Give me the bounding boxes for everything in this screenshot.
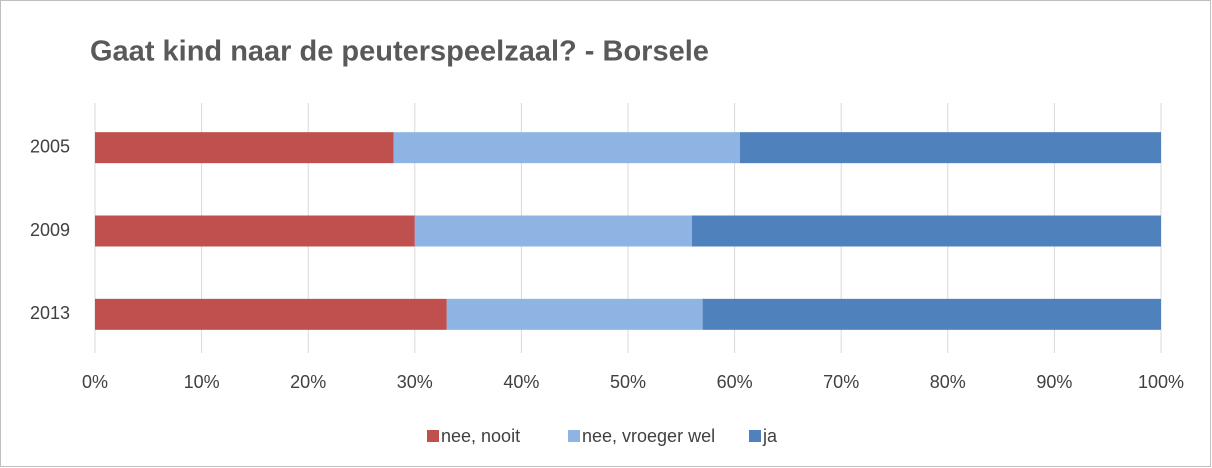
bar-segment bbox=[446, 298, 703, 330]
y-tick-label: 2009 bbox=[30, 220, 70, 240]
bar-segment bbox=[702, 298, 1161, 330]
x-tick-label: 0% bbox=[82, 372, 108, 392]
x-tick-label: 90% bbox=[1036, 372, 1072, 392]
x-tick-label: 60% bbox=[717, 372, 753, 392]
x-tick-label: 100% bbox=[1138, 372, 1184, 392]
bar-segment bbox=[691, 215, 1161, 247]
bar-segment bbox=[95, 132, 394, 164]
legend-swatch bbox=[427, 430, 439, 442]
legend-label: nee, nooit bbox=[441, 426, 520, 446]
legend-swatch bbox=[749, 430, 761, 442]
bar-segment bbox=[739, 132, 1161, 164]
x-tick-label: 40% bbox=[503, 372, 539, 392]
y-tick-label: 2013 bbox=[30, 303, 70, 323]
x-tick-label: 10% bbox=[184, 372, 220, 392]
chart-title: Gaat kind naar de peuterspeelzaal? - Bor… bbox=[90, 36, 709, 68]
x-tick-label: 20% bbox=[290, 372, 326, 392]
legend-label: ja bbox=[762, 426, 778, 446]
legend-label: nee, vroeger wel bbox=[582, 426, 715, 446]
bar-segment bbox=[393, 132, 740, 164]
x-tick-label: 50% bbox=[610, 372, 646, 392]
bar-segment bbox=[95, 215, 415, 247]
x-tick-label: 80% bbox=[930, 372, 966, 392]
bar-segment bbox=[414, 215, 692, 247]
legend-swatch bbox=[568, 430, 580, 442]
bar-segment bbox=[95, 298, 447, 330]
x-tick-label: 70% bbox=[823, 372, 859, 392]
y-tick-label: 2005 bbox=[30, 136, 70, 156]
x-tick-label: 30% bbox=[397, 372, 433, 392]
